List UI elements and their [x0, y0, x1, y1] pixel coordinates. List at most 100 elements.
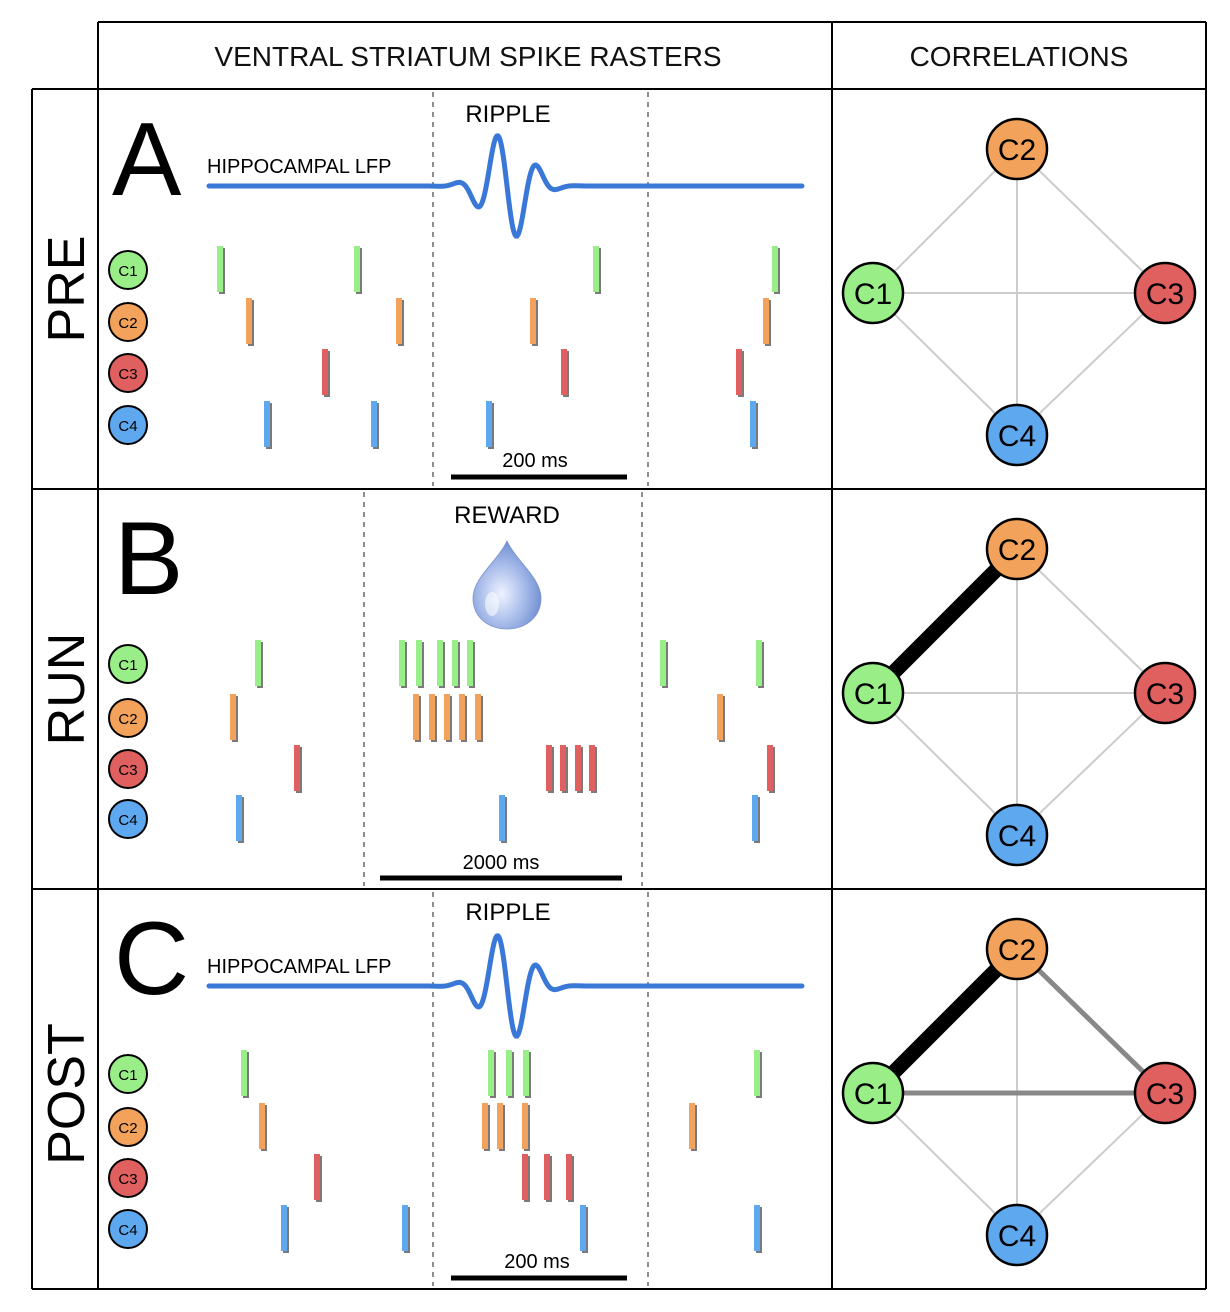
spike-c2-run-1: [413, 694, 421, 742]
spike-c3-pre-0: [322, 349, 330, 397]
spike-c4-pre-3: [750, 401, 758, 449]
node-c3-run: C3: [1133, 661, 1197, 725]
node-label: C2: [998, 134, 1036, 167]
spike-c2-run-2: [429, 694, 437, 742]
spike-c1-pre-0: [217, 246, 225, 294]
spike-c1-post-4: [754, 1050, 762, 1098]
row-label-pre: PRE: [38, 236, 96, 343]
cell-badge-c2-run: C2: [108, 698, 148, 738]
spike-c3-pre-2: [736, 349, 744, 397]
spike-c4-post-1: [402, 1205, 410, 1253]
spike-c1-run-0: [255, 640, 263, 688]
edge-c1-c4-run: [872, 692, 1018, 836]
scalebar-run: 2000 ms: [380, 852, 622, 881]
node-c2-pre: C2: [985, 117, 1049, 181]
spike-c3-pre-1: [561, 349, 569, 397]
spike-c1-run-5: [467, 640, 475, 688]
spike-c4-post-3: [754, 1205, 762, 1253]
spike-c2-pre-1: [396, 298, 404, 346]
cell-badge-c3-run: C3: [108, 749, 148, 789]
spike-c4-post-2: [580, 1205, 588, 1253]
spike-c1-run-2: [416, 640, 424, 688]
cell-badge-c1-post: C1: [108, 1054, 148, 1094]
node-c2-post: C2: [985, 917, 1049, 981]
panel-letter-c: C: [114, 901, 189, 1017]
lfp-label-pre: HIPPOCAMPAL LFP: [207, 156, 392, 178]
correlation-graphs: C1 C2 C3 C4 C1 C2 C3 C4 C1 C2 C3 C4: [841, 117, 1197, 1267]
panel-letter-a: A: [112, 102, 182, 218]
spike-c2-run-6: [717, 694, 725, 742]
lfp-trace-post: [206, 933, 805, 1039]
ripple-label-post: RIPPLE: [465, 899, 550, 926]
cell-badge-c1-run: C1: [108, 644, 148, 684]
ripple-label-pre: RIPPLE: [465, 101, 550, 128]
cell-badge-label: C4: [118, 1222, 137, 1239]
node-c4-run: C4: [985, 803, 1049, 867]
spike-c1-pre-3: [772, 246, 780, 294]
edge-c2-c3-run: [1016, 548, 1166, 694]
spike-c1-run-7: [756, 640, 764, 688]
node-c2-run: C2: [985, 517, 1049, 581]
spike-c1-post-2: [506, 1050, 514, 1098]
row-label-run: RUN: [38, 633, 96, 746]
cell-badge-label: C2: [118, 1120, 137, 1137]
spike-c3-run-4: [589, 745, 597, 793]
edge-c1-c2-run: [867, 543, 1023, 699]
scalebar-label-post: 200 ms: [504, 1251, 570, 1273]
cell-badge-c2-pre: C2: [108, 302, 148, 342]
node-label: C2: [998, 934, 1036, 967]
cell-badge-label: C3: [118, 366, 137, 383]
spike-c4-run-0: [236, 795, 244, 843]
spike-c2-pre-2: [530, 298, 538, 346]
cell-badge-label: C2: [118, 711, 137, 728]
spike-c2-run-4: [459, 694, 467, 742]
node-label: C4: [998, 1220, 1036, 1253]
spike-c2-post-0: [259, 1103, 267, 1151]
cell-badge-label: C2: [118, 315, 137, 332]
cell-badge-label: C3: [118, 762, 137, 779]
scalebar-post: 200 ms: [451, 1251, 627, 1281]
cell-badge-c3-post: C3: [108, 1158, 148, 1198]
cell-badge-c1-pre: C1: [108, 250, 148, 290]
spike-c4-post-0: [281, 1205, 289, 1253]
edge-c1-c2-pre: [872, 148, 1018, 294]
rasters-header: VENTRAL STRIATUM SPIKE RASTERS: [214, 41, 721, 72]
spike-c1-run-4: [452, 640, 460, 688]
cell-badge-label: C1: [118, 263, 137, 280]
scalebar-label-pre: 200 ms: [502, 450, 568, 472]
node-label: C2: [998, 534, 1036, 567]
scalebar-label-run: 2000 ms: [463, 852, 540, 874]
edge-c3-c4-pre: [1016, 292, 1166, 436]
node-label: C1: [854, 1078, 892, 1111]
spike-c4-run-2: [752, 795, 760, 843]
spike-c3-run-2: [560, 745, 568, 793]
edge-c2-c3-post: [1015, 947, 1167, 1095]
spike-c2-post-4: [689, 1103, 697, 1151]
spike-c3-post-3: [566, 1154, 574, 1202]
node-label: C1: [854, 678, 892, 711]
spike-c1-run-6: [660, 640, 668, 688]
node-label: C4: [998, 820, 1036, 853]
scalebar-pre: 200 ms: [451, 450, 627, 480]
node-label: C4: [998, 420, 1036, 453]
spike-c2-run-5: [475, 694, 483, 742]
edge-c3-c4-post: [1016, 1092, 1166, 1236]
cell-badge-c4-post: C4: [108, 1209, 148, 1249]
node-c1-pre: C1: [841, 261, 905, 325]
cell-badge-c2-post: C2: [108, 1107, 148, 1147]
node-label: C3: [1146, 278, 1184, 311]
spike-c3-run-5: [767, 745, 775, 793]
spike-c1-run-3: [437, 640, 445, 688]
spike-c3-post-2: [544, 1154, 552, 1202]
cell-badges: C1 C2 C3 C4 C1 C2 C3 C4 C1 C2 C3 C4: [108, 250, 148, 1249]
spike-c2-run-3: [444, 694, 452, 742]
spike-c4-pre-0: [264, 401, 272, 449]
spike-c1-pre-2: [593, 246, 601, 294]
cell-badge-c4-pre: C4: [108, 405, 148, 445]
cell-badge-label: C1: [118, 1067, 137, 1084]
spike-c1-post-0: [241, 1050, 249, 1098]
lfp-label-post: HIPPOCAMPAL LFP: [207, 956, 392, 978]
spike-c1-post-1: [488, 1050, 496, 1098]
spike-c4-pre-1: [371, 401, 379, 449]
cell-badge-c4-run: C4: [108, 799, 148, 839]
